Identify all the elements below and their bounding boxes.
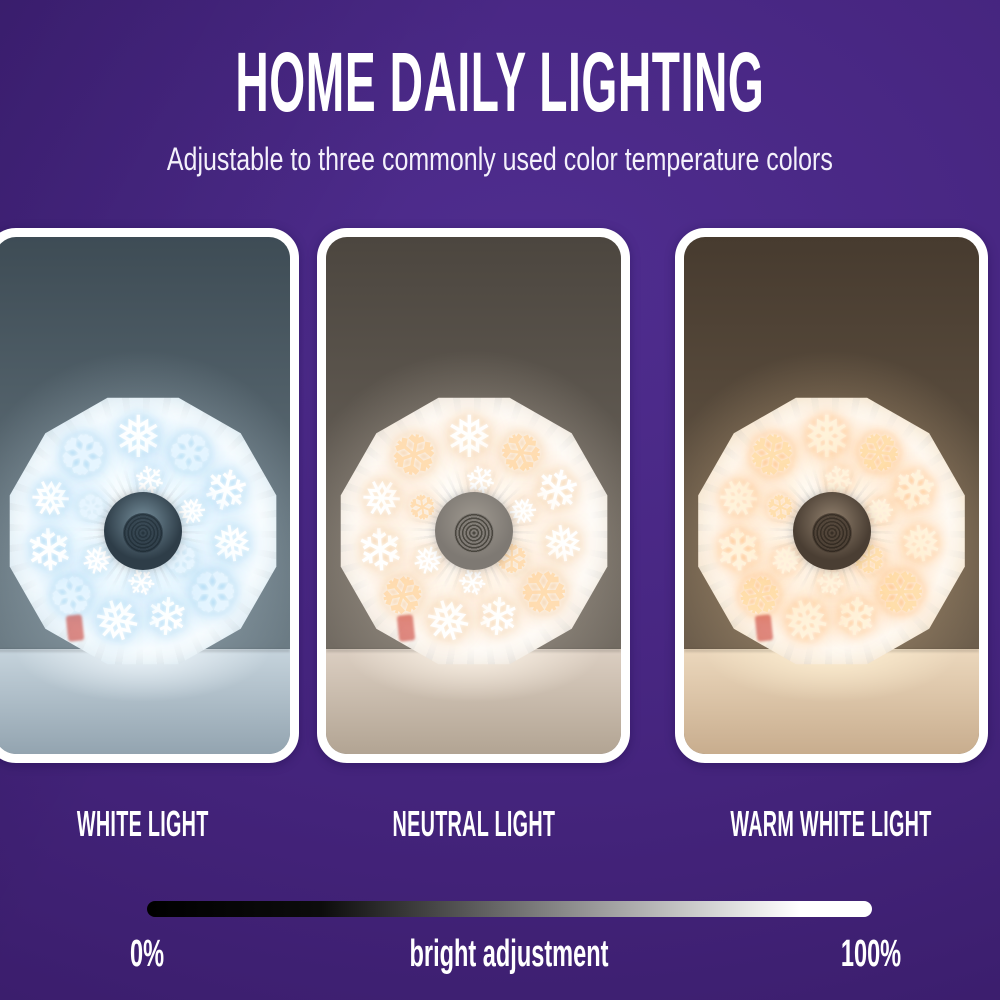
- speaker-grille-icon: [123, 513, 164, 553]
- panel-label: NEUTRAL LIGHT: [392, 803, 555, 844]
- page-subtitle: Adjustable to three commonly used color …: [0, 140, 1000, 178]
- lamp-photo-frame: ❅ ❆ ❄ ❅ ❆ ❄ ❅ ❆ ❄ ❅ ❆ ❄ ❅ ❆ ❄ ❅ ❆: [0, 228, 300, 763]
- page-subtitle-text: Adjustable to three commonly used color …: [167, 141, 833, 177]
- brightness-min-label: 0%: [120, 933, 175, 976]
- brightness-caption: bright adjustment: [349, 933, 670, 976]
- lamp-photo: ❅ ❆ ❄ ❅ ❆ ❄ ❅ ❆ ❄ ❅ ❆ ❄ ❅ ❆ ❄ ❅ ❆: [0, 237, 291, 754]
- lighting-panels-row: ❅ ❆ ❄ ❅ ❆ ❄ ❅ ❆ ❄ ❅ ❆ ❄ ❅ ❆ ❄ ❅ ❆ WHITE LIGHT ❅ ❆ ❄ ❅ ❆ ❄ ❅ ❆ ❄ ❅…: [0, 228, 1000, 845]
- brand-seal: [396, 614, 416, 642]
- tabletop: [683, 649, 979, 754]
- tabletop: [326, 649, 622, 754]
- speaker-center: [104, 492, 183, 570]
- lamp-photo-frame: ❅ ❆ ❄ ❅ ❆ ❄ ❅ ❆ ❄ ❅ ❆ ❄ ❅ ❆ ❄ ❅ ❆: [317, 228, 631, 763]
- brightness-max-label: 100%: [822, 933, 919, 976]
- snowflake-icon: ❆: [53, 420, 112, 493]
- page-title-text: HOME DAILY LIGHTING: [235, 35, 765, 129]
- ceiling-lamp: ❅ ❆ ❄ ❅ ❆ ❄ ❅ ❆ ❄ ❅ ❆ ❄ ❅ ❆ ❄ ❅ ❆: [698, 397, 965, 665]
- snowflake-icon: ❄: [142, 586, 192, 651]
- panel-label: WARM WHITE LIGHT: [730, 803, 932, 844]
- snowflake-icon: ❅: [445, 403, 494, 471]
- brightness-min-text: 0%: [129, 933, 165, 975]
- ceiling-lamp: ❅ ❆ ❄ ❅ ❆ ❄ ❅ ❆ ❄ ❅ ❆ ❄ ❅ ❆ ❄ ❅ ❆: [340, 397, 608, 665]
- lighting-mode-panel-warm-white-light: ❅ ❆ ❄ ❅ ❆ ❄ ❅ ❆ ❄ ❅ ❆ ❄ ❅ ❆ ❄ ❅ ❆ WARM WHITE LIGHT: [648, 228, 1000, 845]
- brightness-gradient-bar: [147, 901, 872, 917]
- page-title: HOME DAILY LIGHTING: [0, 35, 1000, 129]
- brightness-caption-text: bright adjustment: [409, 933, 609, 975]
- speaker-grille-icon: [811, 513, 852, 553]
- speaker-center: [792, 492, 871, 570]
- lamp-photo: ❅ ❆ ❄ ❅ ❆ ❄ ❅ ❆ ❄ ❅ ❆ ❄ ❅ ❆ ❄ ❅ ❆: [326, 237, 622, 754]
- snowflake-icon: ❅: [114, 403, 163, 471]
- lighting-mode-panel-neutral-light: ❅ ❆ ❄ ❅ ❆ ❄ ❅ ❆ ❄ ❅ ❆ ❄ ❅ ❆ ❄ ❅ ❆ NEUTRAL LIGHT: [317, 228, 631, 845]
- brand-seal: [65, 614, 85, 642]
- lamp-photo: ❅ ❆ ❄ ❅ ❆ ❄ ❅ ❆ ❄ ❅ ❆ ❄ ❅ ❆ ❄ ❅ ❆: [683, 237, 979, 754]
- brightness-max-text: 100%: [840, 933, 902, 975]
- tabletop: [0, 649, 291, 754]
- snowflake-icon: ❅: [802, 403, 852, 471]
- lamp-photo-frame: ❅ ❆ ❄ ❅ ❆ ❄ ❅ ❆ ❄ ❅ ❆ ❄ ❅ ❆ ❄ ❅ ❆: [674, 228, 988, 763]
- ceiling-lamp: ❅ ❆ ❄ ❅ ❆ ❄ ❅ ❆ ❄ ❅ ❆ ❄ ❅ ❆ ❄ ❅ ❆: [9, 397, 277, 665]
- panel-label: WHITE LIGHT: [76, 803, 209, 844]
- snowflake-icon: ❆: [742, 420, 800, 493]
- snowflake-icon: ❆: [384, 420, 443, 493]
- brand-seal: [754, 614, 773, 642]
- speaker-center: [435, 492, 514, 570]
- snowflake-icon: ❄: [473, 586, 523, 651]
- lighting-mode-panel-white-light: ❅ ❆ ❄ ❅ ❆ ❄ ❅ ❆ ❄ ❅ ❆ ❄ ❅ ❆ ❄ ❅ ❆ WHITE LIGHT: [0, 228, 300, 845]
- speaker-grille-icon: [454, 513, 495, 553]
